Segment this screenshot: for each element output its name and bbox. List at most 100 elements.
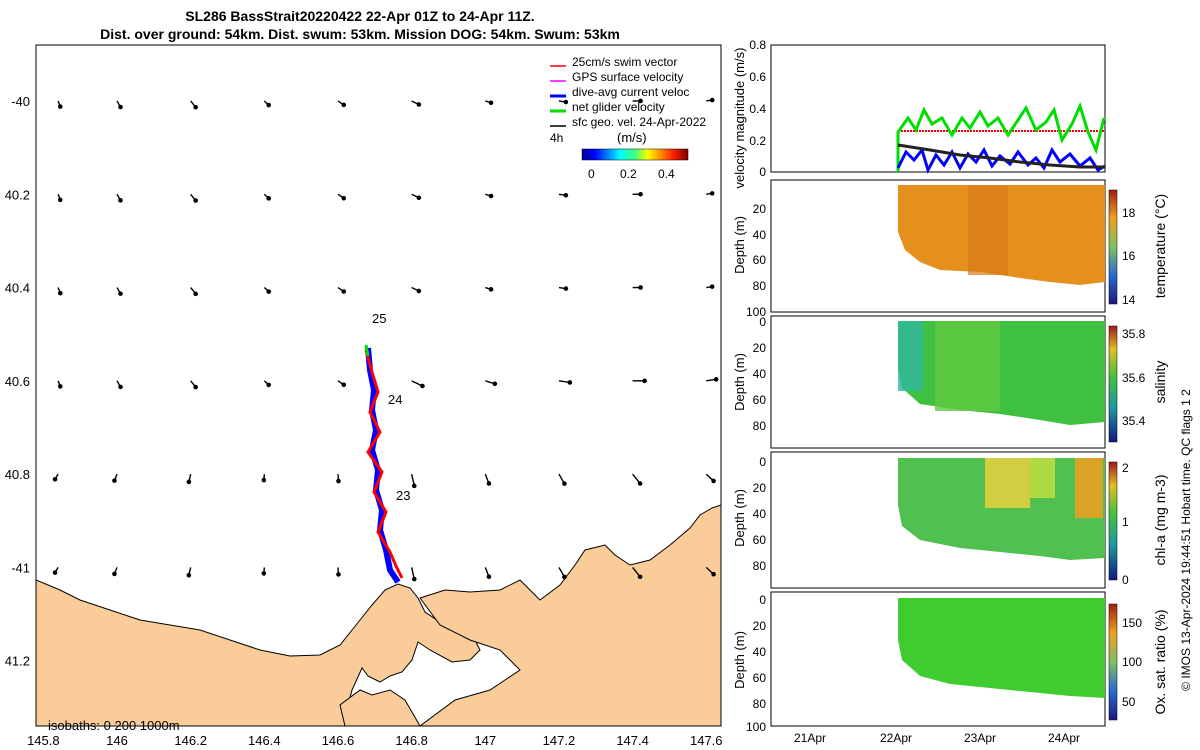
current-arrow-head (713, 377, 719, 382)
current-arrow-head (709, 191, 715, 196)
current-arrow-head (709, 97, 715, 103)
depth-ytick: 20 (753, 341, 767, 355)
map-legend: 25cm/s swim vector GPS surface velocity … (550, 55, 706, 181)
current-arrow-head (416, 288, 422, 294)
current-arrow-head (186, 479, 192, 485)
title-line-2: Dist. over ground: 54km. Dist. swum: 53k… (100, 26, 620, 42)
current-arrow-head (266, 196, 272, 201)
temperature-cbar-tick: 16 (1122, 249, 1136, 263)
title-line-1: SL286 BassStrait20220422 22-Apr 01Z to 2… (185, 8, 535, 24)
depth-ytick: 40 (753, 645, 767, 659)
current-arrow-head (341, 289, 347, 294)
time-series-panels: velocity magnitude (m/s) 0 0.2 0.4 0.6 0… (732, 38, 1193, 745)
velocity-ytick: 0.8 (749, 38, 766, 52)
depth-ytick: 60 (753, 253, 767, 267)
current-arrow-head (563, 193, 569, 198)
oxygen-section (898, 598, 1105, 698)
velocity-ytick: 0.6 (749, 70, 766, 84)
salinity-panel: Depth (m) 0 20 40 60 80 35.4 35.6 35.8 s… (732, 315, 1168, 449)
depth-ylabel: Depth (m) (732, 489, 747, 547)
map-axes-frame (35, 44, 722, 727)
net-velocity-start (364, 344, 370, 357)
salinity-patch (898, 321, 923, 391)
map-ytick: -40 (11, 94, 30, 109)
current-arrow-head (52, 477, 58, 482)
temperature-cbar-tick: 18 (1122, 206, 1136, 220)
current-arrow-head (118, 291, 123, 296)
chla-cbar-tick: 0 (1122, 573, 1129, 587)
legend-time-label: 4h (550, 131, 563, 145)
salinity-label: salinity (1152, 361, 1168, 404)
depth-ytick: 80 (753, 559, 767, 573)
current-arrow-head (637, 481, 643, 486)
velocity-line-green (896, 101, 1106, 172)
current-arrow-head (57, 290, 63, 296)
map-xtick: 145.8 (27, 733, 60, 748)
depth-ytick: 0 (759, 593, 766, 607)
legend-item: GPS surface velocity (550, 70, 683, 84)
current-arrow-head (638, 191, 643, 197)
current-arrow-head (711, 478, 716, 484)
current-arrow-head (341, 102, 347, 108)
time-tick: 22Apr (880, 731, 912, 745)
oxygen-label: Ox. sat. ratio (%) (1152, 609, 1168, 714)
velocity-ytick: 0.4 (749, 102, 766, 116)
current-arrow-head (193, 384, 198, 390)
current-arrow-head (642, 378, 647, 384)
current-arrow-head (488, 193, 494, 199)
time-tick: 21Apr (794, 731, 826, 745)
chla-panel: Depth (m) 0 20 40 60 80 0 1 2 chl-a (mg … (732, 451, 1168, 589)
map-xtick: 147 (474, 733, 496, 748)
current-arrow-head (488, 287, 494, 292)
oxygen-cbar-tick: 50 (1122, 695, 1136, 709)
colorbar-unit: (m/s) (617, 130, 647, 145)
depth-ytick: 0 (759, 315, 766, 329)
map-xtick: 147.4 (616, 733, 649, 748)
map-xtick: 146.2 (174, 733, 207, 748)
map-xtick: 146 (106, 733, 128, 748)
temperature-label: temperature (°C) (1152, 194, 1168, 298)
oxygen-panel: Depth (m) 0 20 40 60 80 100 50 100 150 O… (732, 591, 1168, 734)
depth-ytick: 20 (753, 619, 767, 633)
land-tasmania (36, 579, 481, 726)
glider-track (365, 347, 401, 584)
depth-ytick: 80 (753, 279, 767, 293)
salinity-cbar-tick: 35.8 (1122, 327, 1146, 341)
current-arrow-head (488, 100, 494, 106)
speed-colorbar (581, 148, 689, 161)
velocity-panel: velocity magnitude (m/s) 0 0.2 0.4 0.6 0… (732, 38, 1106, 188)
current-arrow-head (563, 286, 569, 291)
current-arrow-head (420, 383, 425, 389)
chla-patch (1030, 458, 1055, 498)
current-arrow-head (266, 382, 272, 388)
current-arrow-head (118, 104, 123, 110)
depth-ytick: 100 (746, 720, 766, 734)
current-arrow-head (416, 102, 422, 107)
legend-item: net glider velocity (550, 100, 665, 114)
current-arrow-head (709, 284, 715, 289)
depth-ytick: 40 (753, 367, 767, 381)
land-east (419, 504, 721, 726)
current-arrow-head (118, 384, 123, 390)
current-arrow-head (341, 382, 347, 388)
depth-ytick: 60 (753, 533, 767, 547)
current-arrow-head (411, 483, 417, 489)
legend-label: GPS surface velocity (572, 70, 683, 84)
time-tick: 24Apr (1048, 731, 1080, 745)
current-arrow-head (112, 478, 117, 483)
map-xtick: 146.4 (248, 733, 281, 748)
track-day-label: 24 (388, 392, 402, 407)
colorbar-tick: 0.4 (658, 167, 675, 181)
depth-ylabel: Depth (m) (732, 631, 747, 689)
current-arrow-head (112, 571, 117, 577)
salinity-patch (935, 321, 1000, 411)
current-arrow-head (336, 478, 341, 484)
current-arrow-head (57, 197, 63, 203)
oxygen-colorbar (1108, 603, 1118, 721)
depth-ytick: 20 (753, 202, 767, 216)
current-arrow-head (266, 289, 272, 294)
velocity-ytick: 0 (759, 165, 766, 179)
current-arrow-head (567, 380, 573, 385)
current-arrow-head (341, 195, 347, 201)
depth-ytick: 40 (753, 507, 767, 521)
